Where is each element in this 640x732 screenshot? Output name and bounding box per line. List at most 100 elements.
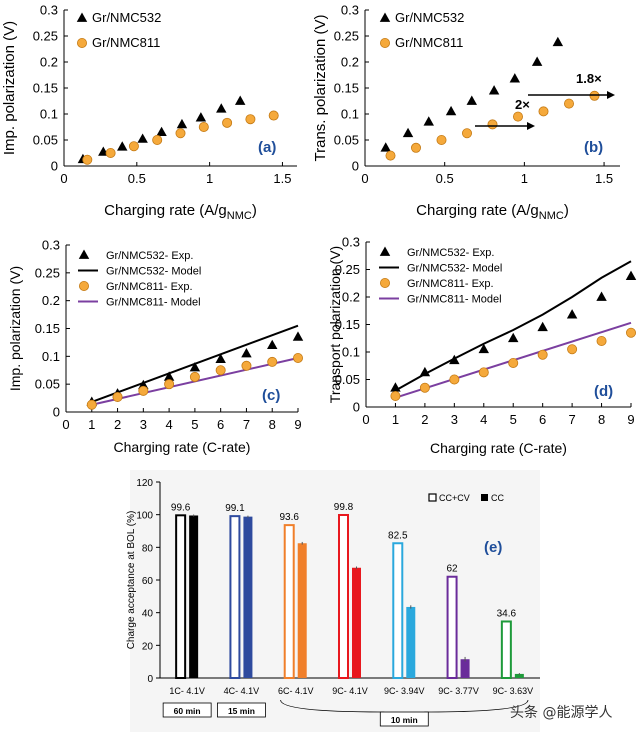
x-tick-label: 0 bbox=[361, 171, 368, 186]
y-tick-label: 0.3 bbox=[342, 235, 360, 250]
data-point-nmc811 bbox=[626, 327, 637, 338]
data-point-nmc532 bbox=[241, 348, 252, 358]
x-tick-label: 3 bbox=[451, 412, 458, 427]
group-label: 15 min bbox=[228, 706, 255, 716]
legend-triangle bbox=[379, 12, 391, 22]
data-point-nmc811 bbox=[175, 128, 186, 139]
bar-value-label: 99.1 bbox=[225, 503, 245, 514]
panel-d: 0 0.05 0.1 0.15 0.2 0.25 0.3 0 1 2 3 4 5 6 7 8 9 Transpor… bbox=[327, 235, 637, 456]
data-point-nmc811 bbox=[567, 344, 578, 355]
x-axis-label: Charging rate (A/gNMC) bbox=[104, 202, 257, 222]
group-box bbox=[217, 702, 266, 718]
bar-value-label: 99.8 bbox=[334, 502, 354, 513]
y-tick-label: 0.15 bbox=[334, 81, 359, 96]
y-tick-label: 0.3 bbox=[42, 238, 60, 253]
data-point-nmc811 bbox=[436, 134, 447, 145]
data-point-nmc532 bbox=[117, 141, 128, 151]
group-label: 60 min bbox=[174, 706, 201, 716]
y-tick-label: 0.25 bbox=[35, 265, 60, 280]
data-point-nmc532 bbox=[419, 366, 431, 377]
legend-label: Gr/NMC811 bbox=[395, 35, 463, 50]
panel-label: (d) bbox=[594, 383, 613, 400]
data-point-nmc811 bbox=[478, 367, 489, 378]
y-tick-label: 0.15 bbox=[335, 317, 360, 332]
x-axis-label-main: Charging rate (A/g bbox=[104, 202, 227, 219]
data-point-nmc532 bbox=[449, 354, 460, 365]
data-point-nmc532 bbox=[292, 331, 304, 341]
x-axis-label-subscript: NMC bbox=[227, 210, 252, 222]
x-axis-label-main: Charging rate (A/g bbox=[416, 202, 539, 219]
data-point-nmc811 bbox=[215, 365, 226, 376]
data-point-nmc811 bbox=[564, 98, 575, 109]
x-axis-label-end: ) bbox=[252, 202, 257, 219]
data-point-nmc532 bbox=[402, 127, 414, 138]
y-tick-label: 0.2 bbox=[40, 55, 58, 70]
bar-value-label: 34.6 bbox=[497, 608, 517, 619]
data-point-nmc811 bbox=[82, 154, 93, 165]
bar-cc bbox=[189, 515, 199, 678]
bar-cc bbox=[460, 659, 470, 678]
y-tick-label: 20 bbox=[142, 641, 154, 652]
data-point-nmc811 bbox=[105, 147, 116, 158]
category-label: 9C- 3.94V bbox=[384, 686, 425, 696]
x-tick-label: 4 bbox=[165, 417, 172, 432]
x-tick-label: 4 bbox=[480, 412, 487, 427]
y-tick-label: 0 bbox=[352, 159, 359, 174]
panel-label: (a) bbox=[258, 139, 276, 156]
panel-label: (c) bbox=[262, 387, 280, 404]
data-point-nmc811 bbox=[112, 391, 123, 402]
data-point-nmc811 bbox=[461, 128, 472, 139]
legend-circle bbox=[379, 277, 390, 288]
panel-e-background bbox=[130, 470, 540, 732]
y-tick-label: 100 bbox=[136, 511, 153, 522]
legend-label: Gr/NMC811 bbox=[92, 35, 160, 50]
data-point-nmc811 bbox=[410, 142, 421, 153]
y-tick-label: 0 bbox=[51, 159, 58, 174]
x-axis-label-main: Charging rate (C-rate) bbox=[430, 440, 567, 456]
legend-label: Gr/NMC532- Model bbox=[407, 263, 502, 275]
bar-cc-cv bbox=[283, 524, 295, 679]
data-point-nmc532 bbox=[566, 309, 578, 319]
y-tick-label: 0.1 bbox=[342, 345, 360, 360]
data-point-nmc811 bbox=[164, 379, 175, 390]
y-tick-label: 0.05 bbox=[35, 377, 60, 392]
data-point-nmc532 bbox=[596, 291, 607, 301]
annotation-1-8x: 1.8× bbox=[576, 71, 602, 86]
x-tick-label: 9 bbox=[294, 417, 301, 432]
data-point-nmc532 bbox=[552, 36, 564, 47]
x-tick-label: 0.5 bbox=[128, 171, 146, 186]
y-tick-label: 0.05 bbox=[33, 133, 58, 148]
legend-triangle bbox=[76, 12, 88, 22]
y-tick-label: 0.25 bbox=[33, 29, 58, 44]
data-point-nmc532 bbox=[478, 343, 490, 354]
y-axis-label: Imp. polarization (V) bbox=[7, 266, 23, 391]
x-tick-label: 7 bbox=[568, 412, 575, 427]
legend-circle bbox=[379, 38, 390, 49]
bar-cc-cv bbox=[446, 575, 458, 680]
category-label: 4C- 4.1V bbox=[224, 686, 260, 696]
data-point-nmc811 bbox=[189, 371, 200, 382]
bar-cc-cv bbox=[338, 513, 349, 680]
y-tick-label: 0.1 bbox=[42, 349, 60, 364]
data-point-nmc811 bbox=[589, 90, 600, 101]
y-tick-label: 0.1 bbox=[341, 107, 359, 122]
panel-label: (b) bbox=[584, 139, 603, 156]
x-tick-label: 2 bbox=[114, 417, 121, 432]
data-point-nmc532 bbox=[423, 116, 434, 126]
y-tick-label: 0.05 bbox=[335, 372, 360, 387]
bar-value-label: 93.6 bbox=[279, 512, 299, 523]
legend-swatch-cc bbox=[481, 494, 488, 501]
data-point-nmc811 bbox=[537, 349, 548, 360]
annotation-2x: 2× bbox=[515, 97, 530, 112]
data-point-nmc811 bbox=[292, 353, 303, 364]
bar-cc bbox=[297, 543, 307, 678]
model-line bbox=[394, 260, 632, 392]
data-point-nmc811 bbox=[419, 382, 430, 393]
y-tick-label: 0.15 bbox=[33, 81, 58, 96]
x-tick-label: 6 bbox=[539, 412, 546, 427]
legend-label: Gr/NMC532- Exp. bbox=[407, 247, 494, 259]
category-label: 9C- 3.77V bbox=[438, 686, 479, 696]
data-point-nmc811 bbox=[538, 106, 549, 117]
data-point-nmc811 bbox=[198, 122, 209, 133]
